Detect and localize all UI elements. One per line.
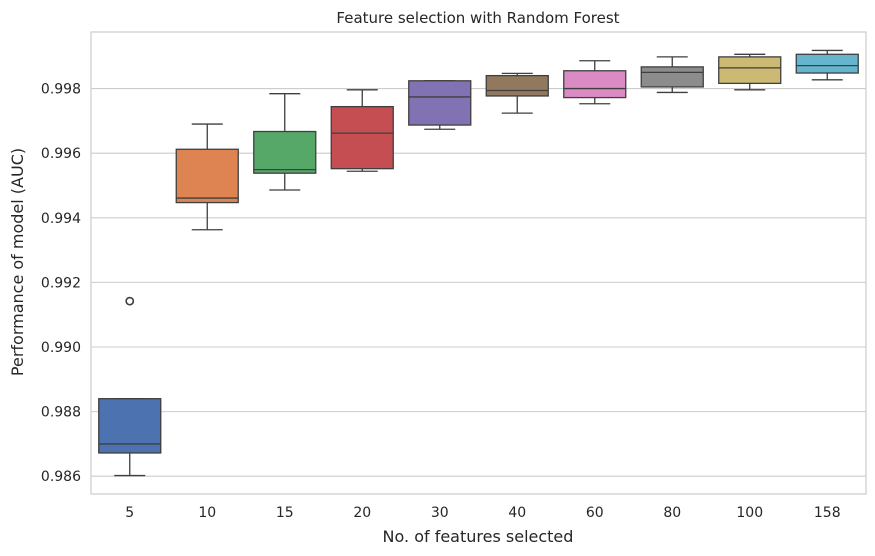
box-iqr xyxy=(408,80,472,126)
box-iqr xyxy=(795,53,859,74)
box-iqr xyxy=(98,398,162,454)
y-tick-label: 0.988 xyxy=(41,405,81,421)
y-tick-label: 0.986 xyxy=(41,469,81,485)
box-40 xyxy=(485,72,549,114)
y-tick-label: 0.996 xyxy=(41,146,81,162)
y-tick-labels: 0.986 0.988 0.990 0.992 0.994 0.996 0.998 xyxy=(41,82,81,486)
x-tick-label: 80 xyxy=(663,505,681,521)
box-iqr xyxy=(485,74,549,97)
y-axis-label: Performance of model (AUC) xyxy=(8,148,27,376)
box-iqr xyxy=(640,66,704,88)
y-tick-label: 0.994 xyxy=(41,211,81,227)
box-iqr xyxy=(563,70,627,99)
x-tick-labels: 5 10 15 20 30 40 60 80 100 158 xyxy=(125,505,840,521)
box-10 xyxy=(175,123,239,231)
box-series xyxy=(98,49,859,477)
box-iqr xyxy=(175,148,239,204)
x-tick-label: 10 xyxy=(198,505,216,521)
box-100 xyxy=(718,53,782,91)
x-tick-label: 15 xyxy=(276,505,294,521)
box-80 xyxy=(640,56,704,94)
box-5 xyxy=(98,296,162,477)
x-tick-label: 5 xyxy=(125,505,134,521)
y-tick-label: 0.992 xyxy=(41,275,81,291)
box-iqr xyxy=(330,105,394,170)
x-tick-label: 20 xyxy=(353,505,371,521)
box-iqr xyxy=(253,130,317,174)
outlier-point xyxy=(125,296,135,306)
y-tick-label: 0.990 xyxy=(41,340,81,356)
box-15 xyxy=(253,93,317,191)
x-axis-label: No. of features selected xyxy=(383,527,574,546)
box-30 xyxy=(408,80,472,130)
x-tick-label: 40 xyxy=(508,505,526,521)
x-tick-label: 60 xyxy=(586,505,604,521)
box-20 xyxy=(330,89,394,172)
box-158 xyxy=(795,49,859,81)
plot-frame xyxy=(90,31,867,495)
box-iqr xyxy=(718,56,782,85)
x-tick-label: 100 xyxy=(736,505,763,521)
x-tick-label: 158 xyxy=(814,505,841,521)
x-tick-label: 30 xyxy=(431,505,449,521)
grid-lines xyxy=(91,87,866,477)
box-60 xyxy=(563,60,627,105)
y-tick-label: 0.998 xyxy=(41,82,81,98)
chart-title: Feature selection with Random Forest xyxy=(336,9,619,27)
